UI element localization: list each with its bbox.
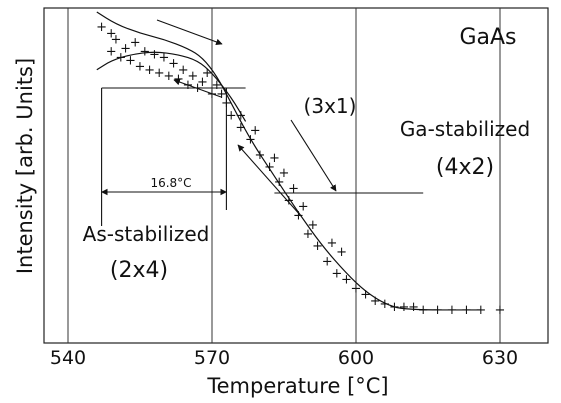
plot-frame (43, 7, 549, 344)
y-axis-label: Intensity [arb. Units] (13, 58, 37, 274)
grid-lines (67, 8, 501, 343)
data-point: + (389, 300, 400, 315)
data-point: + (115, 51, 126, 66)
data-point: + (106, 26, 117, 41)
x-tick-label-630: 630 (482, 347, 518, 369)
data-point: + (264, 160, 275, 175)
annotations (100, 19, 424, 226)
data-point: + (207, 87, 218, 102)
data-point: + (303, 227, 314, 242)
label-4x2: (4x2) (436, 155, 494, 180)
data-point: + (187, 69, 198, 84)
curve-heating (96, 11, 481, 311)
data-point: + (288, 181, 299, 196)
arrow-cooling-upper (173, 78, 222, 98)
data-point: + (370, 294, 381, 309)
curves (96, 11, 481, 311)
label-ga-stabilized: Ga-stabilized (400, 117, 530, 141)
data-point: + (475, 303, 486, 318)
data-point: + (495, 303, 506, 318)
arrow-cooling-lower (237, 144, 302, 217)
data-point: + (159, 51, 170, 66)
data-point: + (331, 266, 342, 281)
arrow-heating-upper (156, 19, 223, 46)
data-point: + (255, 148, 266, 163)
data-point: + (120, 41, 131, 56)
data-point: + (312, 239, 323, 254)
data-point: + (106, 45, 117, 60)
data-point: + (178, 63, 189, 78)
label-2x4: (2x4) (110, 258, 168, 283)
data-point: + (245, 133, 256, 148)
label-as-stabilized: As-stabilized (83, 222, 210, 246)
x-tick-labels: 540 570 600 630 (50, 347, 518, 369)
data-point: + (250, 124, 261, 139)
data-point: + (341, 273, 352, 288)
data-point: + (226, 108, 237, 123)
data-point: + (351, 282, 362, 297)
data-point: + (235, 121, 246, 136)
data-point: + (235, 108, 246, 123)
data-point: + (96, 20, 107, 35)
data-point: + (144, 63, 155, 78)
data-point: + (379, 297, 390, 312)
curve-cooling (96, 51, 247, 122)
data-point: + (139, 45, 150, 60)
x-tick-label-570: 570 (194, 347, 230, 369)
data-point: + (269, 151, 280, 166)
data-point: + (336, 245, 347, 260)
data-point: + (408, 300, 419, 315)
data-point: + (447, 303, 458, 318)
data-point: + (125, 54, 136, 69)
data-point: + (163, 69, 174, 84)
chart-title: GaAs (459, 25, 516, 50)
data-point: + (399, 300, 410, 315)
data-point: + (322, 254, 333, 269)
arrow-heating-lower (290, 119, 337, 192)
data-point: + (274, 175, 285, 190)
data-point: + (360, 288, 371, 303)
data-point: + (135, 60, 146, 75)
plot-border (43, 7, 549, 344)
data-point: + (149, 48, 160, 63)
label-3x1: (3x1) (304, 94, 357, 118)
data-point: + (293, 209, 304, 224)
data-point: + (168, 57, 179, 72)
data-point: + (432, 303, 443, 318)
data-point: + (461, 303, 472, 318)
x-tick-label-600: 600 (338, 347, 374, 369)
data-point: + (298, 200, 309, 215)
delta-label: 16.8°C (150, 176, 191, 190)
x-axis-label: Temperature [°C] (206, 374, 388, 398)
data-point: + (283, 193, 294, 208)
data-point: + (307, 218, 318, 233)
data-point: + (130, 35, 141, 50)
data-point: + (216, 87, 227, 102)
data-point: + (211, 78, 222, 93)
data-point: + (279, 166, 290, 181)
data-point: + (154, 66, 165, 81)
data-point: + (197, 75, 208, 90)
data-point: + (418, 303, 429, 318)
data-point: + (111, 32, 122, 47)
data-point: + (327, 236, 338, 251)
x-tick-label-540: 540 (50, 347, 86, 369)
data-point: + (202, 66, 213, 81)
